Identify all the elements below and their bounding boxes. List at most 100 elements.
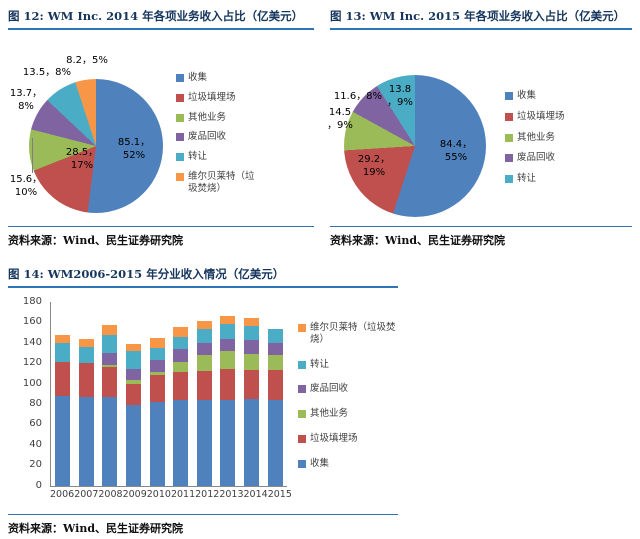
x-tick-label: 2013 [219, 488, 244, 500]
bar-segment [126, 380, 142, 384]
legend-label: 收集 [188, 71, 208, 83]
legend-color-swatch [298, 460, 306, 469]
legend-label: 废品回收 [188, 131, 227, 143]
source-note: 资料来源：Wind、民生证券研究院 [330, 225, 632, 248]
y-tick-label: 120 [22, 357, 42, 369]
pie-chart-2015: 84.4， 55% 29.2， 19% 14.5 ，9% 11.6，8% 13.… [327, 30, 632, 226]
legend-color-swatch [176, 73, 184, 82]
pie-data-label: 29.2， 19% [357, 153, 391, 178]
legend-label: 其他业务 [188, 111, 227, 123]
bar-plot-area [50, 301, 287, 487]
legend-label: 转让 [517, 173, 537, 185]
x-tick-label: 2010 [146, 488, 171, 500]
x-tick-label: 2009 [122, 488, 147, 500]
legend-label: 垃圾填埋场 [188, 91, 236, 103]
bar-2011 [173, 327, 189, 486]
bar-segment [244, 353, 260, 370]
bar-segment [173, 336, 189, 349]
pie-data-label: 13.5，8% [22, 66, 72, 78]
bar-segment [149, 402, 165, 486]
legend-item: 转让 [176, 151, 262, 163]
x-tick-label: 2011 [170, 488, 196, 500]
x-tick-label: 2006 [50, 488, 75, 500]
bar-segment [55, 395, 71, 486]
y-tick-label: 0 [35, 479, 42, 491]
legend-item: 废品回收 [176, 131, 262, 143]
bar-2015 [267, 328, 283, 486]
legend-color-swatch [298, 360, 306, 369]
bar-2013 [220, 316, 236, 486]
bar-2014 [244, 317, 260, 486]
bar-segment [244, 317, 260, 327]
bar-segment [78, 338, 94, 347]
bar-segment [126, 350, 142, 370]
legend-color-swatch [298, 385, 306, 394]
bar-segment [102, 334, 118, 354]
bar-segment [196, 321, 212, 330]
bar-segment [220, 369, 236, 400]
legend-item: 其他业务 [298, 408, 406, 420]
legend-color-swatch [505, 91, 513, 100]
pie-data-label: 13.8 ，9% [387, 83, 413, 108]
legend-item: 其他业务 [176, 112, 262, 124]
y-tick-label: 60 [29, 418, 42, 430]
figure-14: 图 14: WM2006-2015 年分业收入情况（亿美元） 0 20 40 60 80… [8, 266, 632, 536]
bar-segment [220, 338, 236, 351]
y-tick-label: 140 [22, 336, 42, 348]
pie-2014 [29, 78, 163, 213]
bar-segment [173, 362, 189, 373]
bar-segment [126, 369, 142, 381]
bar-segment [220, 324, 236, 339]
legend-item: 收集 [176, 72, 262, 84]
bar-segment [267, 399, 283, 486]
bar-segment [55, 362, 71, 396]
legend-color-swatch [176, 93, 184, 102]
bar-segment [126, 343, 142, 351]
stacked-bar-chart: 0 20 40 60 80 100 120 140 160 180 2006 2007 2008 200… [8, 288, 632, 514]
bar-segment [244, 398, 260, 486]
legend-item: 转让 [298, 359, 406, 371]
label-leader-line [32, 137, 33, 173]
x-axis-labels: 2006 2007 2008 2009 2010 2011 2012 2013 2014 2015 [50, 488, 292, 500]
bar-segment [196, 354, 212, 372]
legend-item: 维尔贝莱特（垃圾焚烧） [176, 171, 262, 195]
pie-data-label: 15.6， 10% [9, 173, 43, 198]
pie-data-label: 84.4， 55% [439, 138, 473, 163]
bar-chart-legend: 维尔贝莱特（垃圾焚烧） 转让 废品回收 其他业务 垃圾填埋场 收集 [298, 322, 406, 470]
legend-item: 垃圾填埋场 [298, 433, 406, 445]
figure-12: 图 12: WM Inc. 2014 年各项业务收入占比（亿美元） 85.1， … [8, 8, 314, 248]
bar-segment [196, 399, 212, 486]
legend-label: 废品回收 [517, 152, 556, 164]
legend-item: 废品回收 [505, 152, 591, 164]
y-tick-label: 160 [22, 316, 42, 328]
bar-segment [102, 396, 118, 486]
bar-segment [149, 347, 165, 361]
legend-color-swatch [176, 113, 184, 122]
bar-segment [196, 371, 212, 400]
bar-segment [149, 375, 165, 402]
legend-color-swatch [176, 133, 184, 142]
figure-13-title: 图 13: WM Inc. 2015 年各项业务收入占比（亿美元） [330, 8, 632, 30]
bar-segment [78, 346, 94, 364]
pie-data-label: 28.5， 17% [65, 146, 99, 171]
legend-color-swatch [298, 410, 306, 419]
bar-segment [149, 360, 165, 373]
source-note: 资料来源：Wind、民生证券研究院 [8, 225, 314, 248]
legend-label: 转让 [188, 151, 208, 163]
x-tick-label: 2012 [195, 488, 220, 500]
bar-segment [244, 326, 260, 340]
legend-item: 其他业务 [505, 132, 591, 144]
pie-data-label: 8.2，5% [66, 54, 108, 66]
legend-color-swatch [176, 173, 184, 182]
legend-label: 收集 [517, 89, 537, 101]
pie-2015-legend: 收集垃圾填埋场其他业务废品回收转让 [505, 90, 591, 185]
bar-segment [102, 353, 118, 366]
bar-2009 [126, 343, 142, 486]
bar-segment [78, 363, 94, 397]
legend-label: 垃圾填埋场 [517, 110, 565, 122]
y-tick-label: 80 [29, 398, 42, 410]
bar-segment [102, 367, 118, 397]
bar-segment [267, 354, 283, 370]
pie-data-label: 11.6，8% [333, 90, 383, 102]
